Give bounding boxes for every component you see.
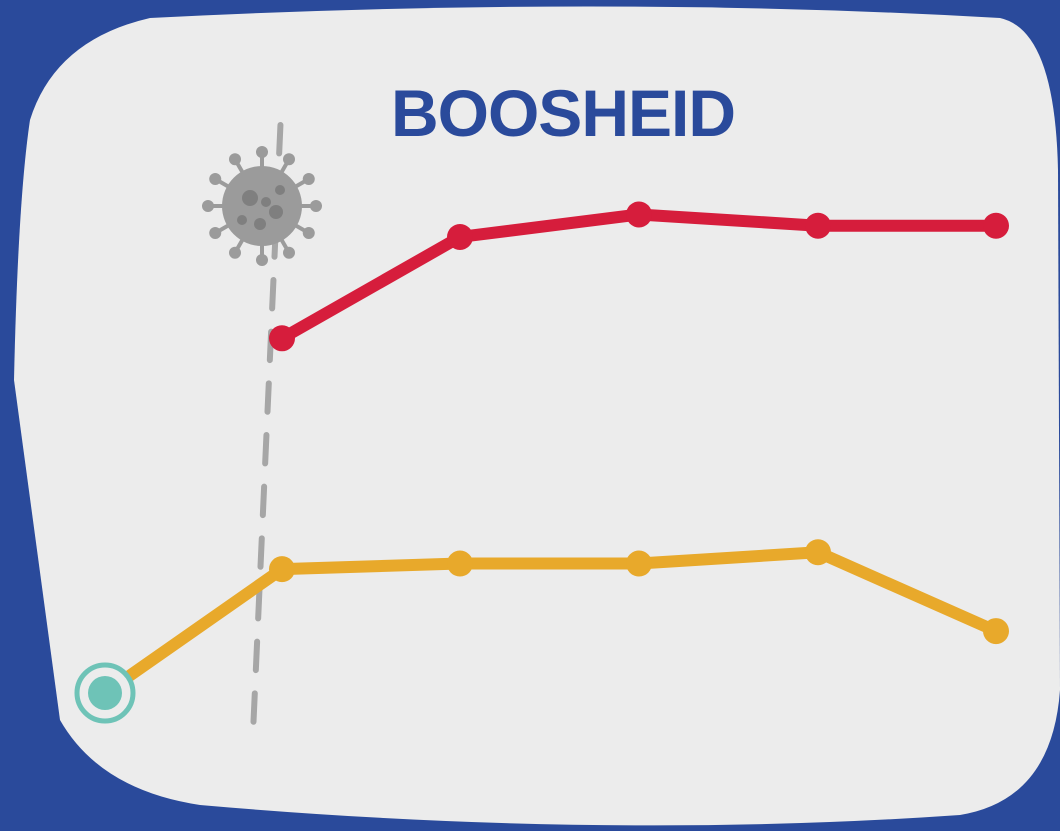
series-1-point xyxy=(447,550,473,577)
series-0-point xyxy=(269,325,295,352)
dash-segment xyxy=(255,587,263,622)
series-layer xyxy=(74,201,1009,724)
dash-segment xyxy=(252,638,261,674)
virus-icon xyxy=(202,146,322,266)
series-1-point xyxy=(269,556,295,583)
series-1-point xyxy=(983,618,1009,645)
dash-segment xyxy=(264,380,272,415)
series-0-point xyxy=(805,212,831,239)
dash-segment xyxy=(259,483,268,519)
series-0-point xyxy=(983,212,1009,239)
start-marker xyxy=(74,662,136,724)
series-0-point xyxy=(447,223,473,250)
dash-segment xyxy=(276,122,284,157)
dashed-annotation-line xyxy=(250,122,284,725)
series-line-1 xyxy=(99,546,1002,699)
dash-segment xyxy=(262,432,270,467)
series-1-point xyxy=(805,539,831,566)
dash-segment xyxy=(269,277,277,312)
dash-segment xyxy=(250,690,258,725)
chart-title: BOOSHEID xyxy=(391,76,735,150)
series-0-point xyxy=(626,201,652,228)
dash-segment xyxy=(257,535,265,570)
series-1-point xyxy=(626,550,652,577)
